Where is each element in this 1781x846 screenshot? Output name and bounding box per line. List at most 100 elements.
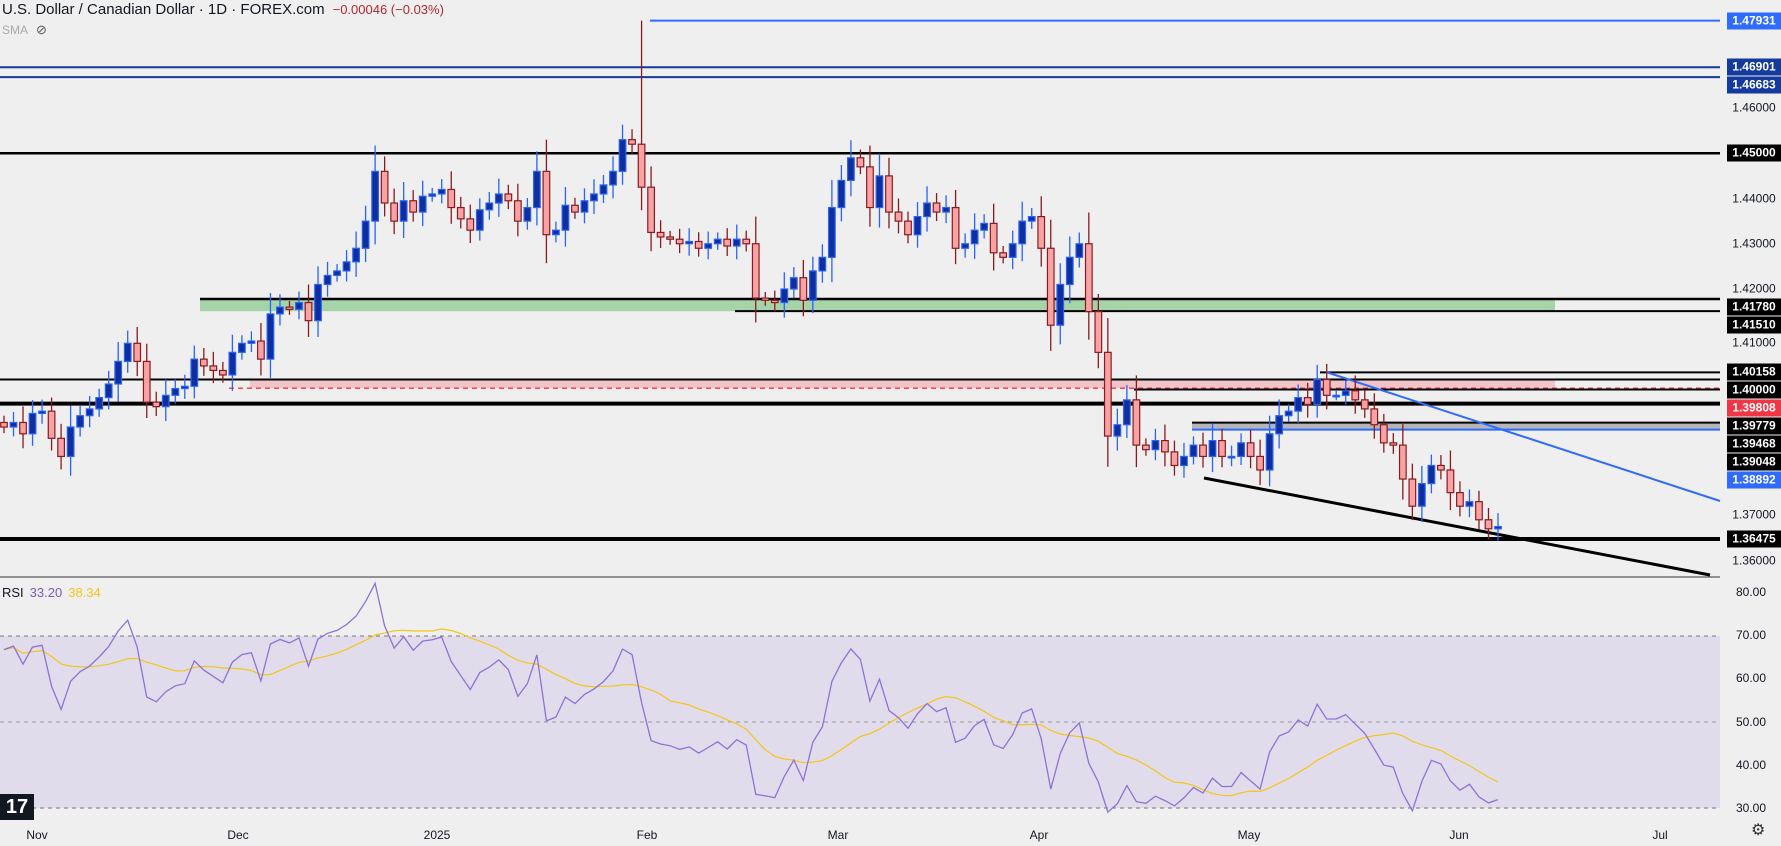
black-support-trendline[interactable] xyxy=(1203,476,1711,577)
candle-body xyxy=(1379,424,1388,444)
candle xyxy=(628,129,636,154)
candle-body xyxy=(808,270,817,301)
resistance-zone-pink[interactable] xyxy=(250,379,1555,389)
candle-body xyxy=(1046,247,1055,326)
price-tick: 1.36000 xyxy=(1732,553,1776,567)
candle xyxy=(808,256,817,314)
price-label-1.45000: 1.45000 xyxy=(1727,144,1781,162)
candle xyxy=(685,228,694,256)
candle-body xyxy=(152,401,161,408)
candle xyxy=(742,230,751,252)
candle-body xyxy=(1237,442,1245,458)
candle xyxy=(561,186,570,247)
price-label-1.39779: 1.39779 xyxy=(1727,417,1781,435)
candle-body xyxy=(856,157,865,168)
candle-body xyxy=(123,342,132,362)
candle xyxy=(552,221,560,243)
candle-body xyxy=(1208,439,1217,458)
candle xyxy=(1494,513,1502,541)
candle xyxy=(1322,363,1331,410)
tradingview-logo[interactable]: 17 xyxy=(0,794,34,820)
candle xyxy=(818,244,827,283)
candle-body xyxy=(1456,492,1464,507)
candle xyxy=(713,232,722,250)
candle-body xyxy=(618,139,627,172)
candle-body xyxy=(1018,220,1027,245)
candle-body xyxy=(1275,415,1284,435)
blue-descending-trendline[interactable] xyxy=(1325,371,1721,502)
candle xyxy=(980,214,989,239)
candle xyxy=(989,203,998,271)
candle xyxy=(409,190,418,222)
candle xyxy=(323,261,332,297)
candle-body xyxy=(885,175,893,213)
candle xyxy=(190,345,199,399)
candle-body xyxy=(1180,455,1188,467)
candle xyxy=(580,188,589,224)
candle-body xyxy=(1332,394,1341,398)
candle xyxy=(1037,196,1046,267)
candle xyxy=(9,412,18,437)
settings-gear-icon[interactable]: ⚙ xyxy=(1751,822,1766,839)
candle-body xyxy=(694,240,703,249)
candle xyxy=(418,180,427,227)
symbol-header[interactable]: U.S. Dollar / Canadian Dollar · 1D · FOR… xyxy=(2,1,444,18)
candle xyxy=(1189,436,1198,465)
candle-body xyxy=(304,301,313,322)
candle xyxy=(28,400,37,446)
candle xyxy=(523,198,532,230)
candle-body xyxy=(28,412,37,435)
sma-indicator-row[interactable]: SMA ⊘ xyxy=(2,22,47,38)
candle xyxy=(770,290,779,312)
support-zone-green[interactable] xyxy=(200,298,1555,312)
candle xyxy=(599,174,608,203)
candle xyxy=(618,124,627,185)
candle xyxy=(1379,413,1388,453)
candle-body xyxy=(85,408,94,417)
candle xyxy=(1199,432,1207,468)
candle-body xyxy=(723,238,732,247)
candle-body xyxy=(1446,469,1455,494)
candle xyxy=(47,397,56,451)
candle-body xyxy=(980,222,989,231)
candle-body xyxy=(1484,519,1493,530)
candle xyxy=(1351,375,1360,414)
candle-body xyxy=(1056,283,1065,326)
rsi-label: RSI xyxy=(2,585,24,600)
candle xyxy=(1046,219,1055,351)
x-label-nov: Nov xyxy=(26,828,48,842)
rsi-tick: 80.00 xyxy=(1736,585,1767,599)
zone-gray[interactable] xyxy=(1192,422,1720,430)
candle xyxy=(1437,455,1445,480)
rsi-tick: 40.00 xyxy=(1736,757,1767,772)
rsi-sma-value: 38.34 xyxy=(68,585,101,600)
candle xyxy=(1417,465,1426,523)
candle xyxy=(1398,422,1407,500)
candle xyxy=(732,224,741,260)
candle-body xyxy=(961,243,970,249)
price-label-1.36475: 1.36475 xyxy=(1727,530,1781,548)
candle xyxy=(923,186,931,232)
candle xyxy=(0,415,8,434)
candle xyxy=(1408,463,1417,521)
candle-body xyxy=(1075,243,1084,258)
candle xyxy=(704,231,713,260)
candle xyxy=(1065,236,1074,304)
candle-body xyxy=(656,231,665,238)
rsi-legend[interactable]: RSI 33.20 38.34 xyxy=(2,585,101,600)
candle xyxy=(390,188,399,235)
eye-hidden-icon[interactable]: ⊘ xyxy=(36,22,47,37)
candle xyxy=(856,149,865,175)
rsi-sma-line xyxy=(3,628,1499,797)
candle-body xyxy=(1142,444,1150,451)
candle-body xyxy=(466,218,475,231)
candle xyxy=(209,351,218,384)
candle xyxy=(142,343,151,419)
candle-body xyxy=(104,383,113,399)
candle xyxy=(1018,201,1027,262)
price-label-1.41510: 1.41510 xyxy=(1727,316,1781,334)
candle xyxy=(57,423,65,470)
price-tick: 1.46000 xyxy=(1732,100,1776,115)
candle xyxy=(885,157,893,229)
